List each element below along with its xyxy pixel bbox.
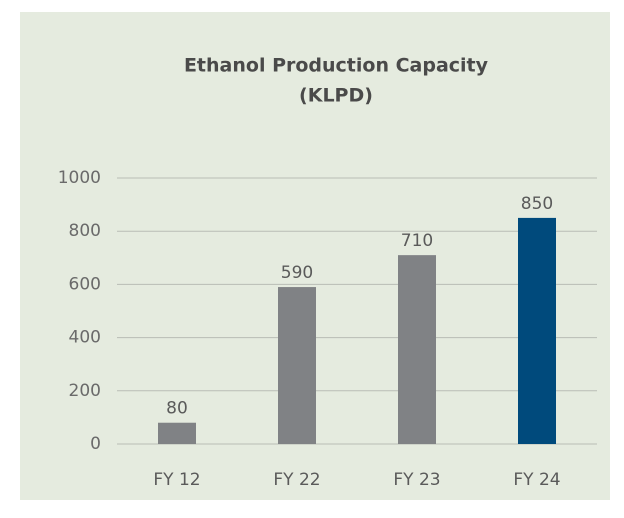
x-tick-label: FY 23 bbox=[393, 470, 440, 490]
data-label: 850 bbox=[521, 194, 553, 214]
y-tick-label: 0 bbox=[90, 434, 101, 454]
data-label: 710 bbox=[401, 231, 433, 251]
x-tick-label: FY 12 bbox=[153, 470, 200, 490]
y-tick-label: 800 bbox=[69, 221, 101, 241]
y-tick-label: 400 bbox=[69, 328, 101, 348]
bar bbox=[518, 217, 556, 444]
y-tick-label: 600 bbox=[69, 274, 101, 294]
bar bbox=[158, 422, 196, 444]
data-label: 80 bbox=[166, 399, 188, 419]
chart-title: Ethanol Production Capacity bbox=[184, 55, 489, 77]
data-label: 590 bbox=[281, 263, 313, 283]
x-tick-label: FY 24 bbox=[513, 470, 560, 490]
y-tick-label: 200 bbox=[69, 381, 101, 401]
bar bbox=[398, 255, 436, 444]
chart-subtitle: (KLPD) bbox=[299, 85, 373, 107]
y-tick-label: 1000 bbox=[58, 168, 101, 188]
x-tick-label: FY 22 bbox=[273, 470, 320, 490]
bar bbox=[278, 287, 316, 444]
